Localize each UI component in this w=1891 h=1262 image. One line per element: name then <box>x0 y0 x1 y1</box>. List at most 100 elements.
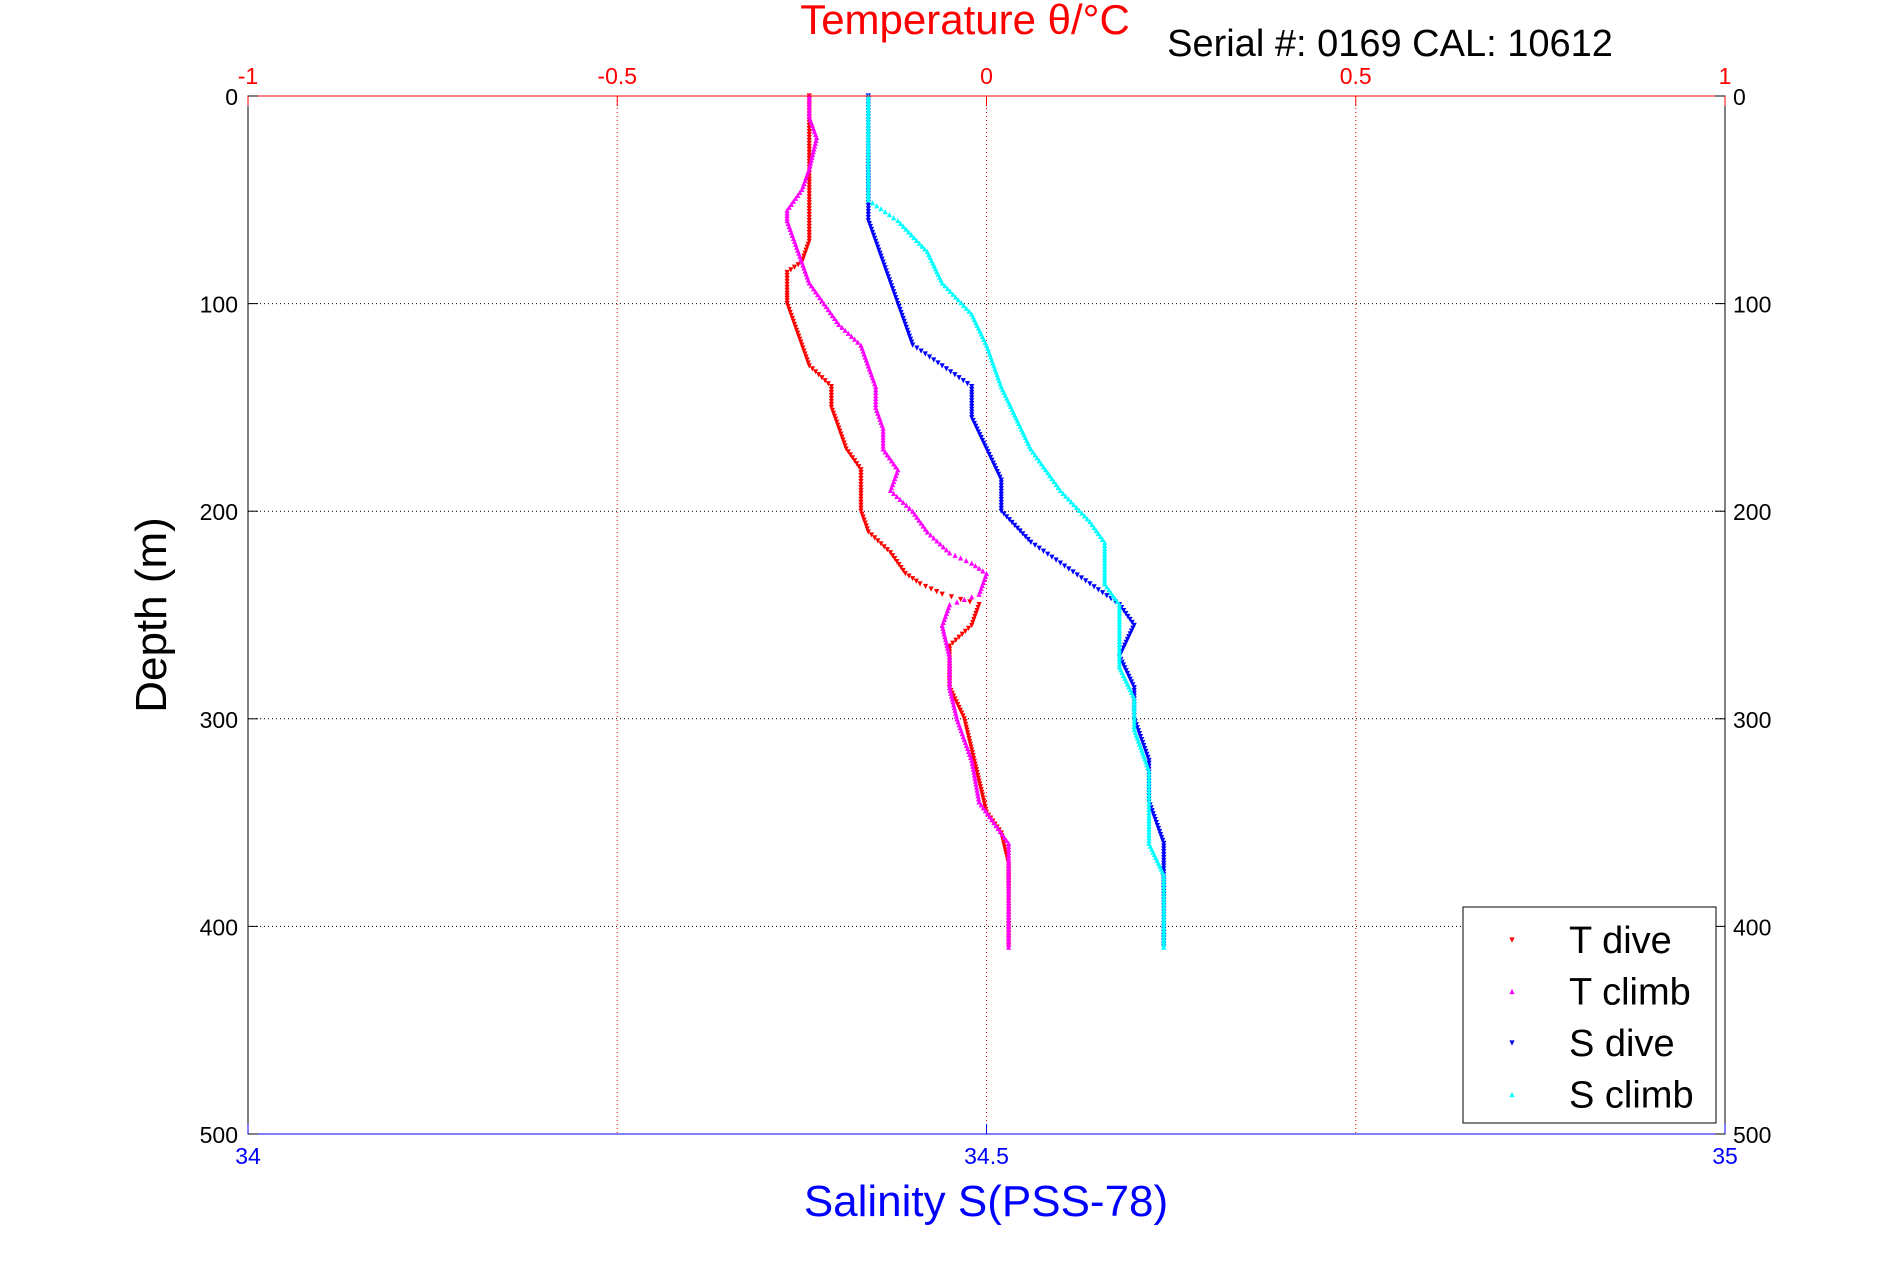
data-point <box>963 724 969 730</box>
data-point <box>1161 892 1167 898</box>
data-point <box>858 475 864 482</box>
data-point <box>873 398 879 405</box>
data-point <box>998 488 1004 494</box>
data-point <box>823 303 829 310</box>
data-point <box>1149 808 1155 814</box>
data-point <box>942 283 948 289</box>
data-point <box>997 474 1003 480</box>
data-point <box>1006 914 1012 921</box>
data-point <box>1116 661 1123 667</box>
data-point <box>1131 723 1137 729</box>
data-point <box>806 188 812 194</box>
data-point <box>892 556 898 562</box>
tick-label-left: 300 <box>200 707 238 733</box>
data-point <box>806 363 812 369</box>
data-point <box>1073 504 1080 511</box>
data-point <box>819 375 825 381</box>
data-point <box>1116 613 1123 619</box>
data-point <box>1126 673 1132 679</box>
data-point <box>1128 679 1135 685</box>
data-point <box>1116 604 1123 611</box>
data-point <box>958 596 964 603</box>
data-point <box>978 802 984 808</box>
data-point <box>1091 584 1097 590</box>
data-point <box>1032 452 1038 458</box>
tick-label-bottom: 35 <box>1712 1143 1738 1169</box>
data-point <box>814 134 820 141</box>
data-point <box>1116 638 1123 645</box>
data-point <box>886 455 893 461</box>
data-point <box>947 288 953 294</box>
data-point <box>865 529 871 535</box>
data-point <box>1006 900 1012 906</box>
data-point <box>1102 554 1108 560</box>
data-point <box>789 315 795 322</box>
data-point <box>784 281 790 287</box>
data-point <box>1006 894 1012 900</box>
data-point <box>1006 935 1012 941</box>
data-point <box>828 404 835 410</box>
data-point <box>830 410 837 416</box>
data-point <box>916 240 922 246</box>
data-point <box>1045 551 1051 557</box>
data-point <box>1161 944 1167 950</box>
data-point <box>971 772 977 778</box>
data-point <box>858 484 864 491</box>
data-point <box>1146 835 1152 841</box>
data-point <box>880 431 886 437</box>
data-point <box>969 389 975 395</box>
data-point <box>891 461 897 467</box>
data-point <box>946 676 953 682</box>
data-point <box>953 713 959 719</box>
legend-label: S dive <box>1569 1023 1675 1065</box>
data-point <box>1160 837 1166 843</box>
data-point <box>880 437 886 443</box>
data-point <box>898 309 904 316</box>
data-point <box>1001 511 1007 517</box>
data-point <box>865 116 871 122</box>
data-point <box>1122 665 1128 671</box>
data-point <box>804 357 810 363</box>
data-point <box>1146 768 1152 774</box>
data-point <box>911 234 917 241</box>
data-point <box>946 679 953 685</box>
data-point <box>1106 587 1112 593</box>
data-point <box>829 312 836 319</box>
data-point <box>791 321 798 327</box>
data-point <box>943 639 949 645</box>
data-point <box>894 298 900 304</box>
data-point <box>806 152 812 158</box>
data-point <box>975 793 981 799</box>
data-point <box>1146 829 1152 835</box>
series-s-climb <box>865 93 1167 950</box>
data-point <box>1146 806 1152 812</box>
data-point <box>806 229 812 236</box>
data-point <box>975 604 981 611</box>
data-point <box>858 496 864 502</box>
data-point <box>918 520 924 526</box>
data-point <box>1095 530 1101 537</box>
data-point <box>806 203 812 209</box>
data-point <box>865 119 871 125</box>
data-point <box>1116 607 1123 613</box>
data-point <box>1006 911 1012 918</box>
data-point <box>804 244 810 250</box>
series-s-dive <box>865 93 1167 950</box>
data-point <box>962 628 968 634</box>
data-point <box>880 443 886 449</box>
tick-label-left: 100 <box>200 292 238 318</box>
data-point <box>786 306 792 313</box>
data-point <box>1116 621 1123 628</box>
data-point <box>1161 916 1167 922</box>
data-point <box>865 107 871 114</box>
data-point <box>917 581 923 587</box>
data-point <box>893 464 899 470</box>
data-point <box>971 420 978 427</box>
data-point <box>1068 499 1074 505</box>
data-point <box>1129 619 1135 626</box>
data-point <box>975 796 982 802</box>
data-point <box>1161 889 1167 895</box>
data-point <box>802 250 808 256</box>
data-point <box>865 217 871 224</box>
data-point <box>803 247 809 253</box>
